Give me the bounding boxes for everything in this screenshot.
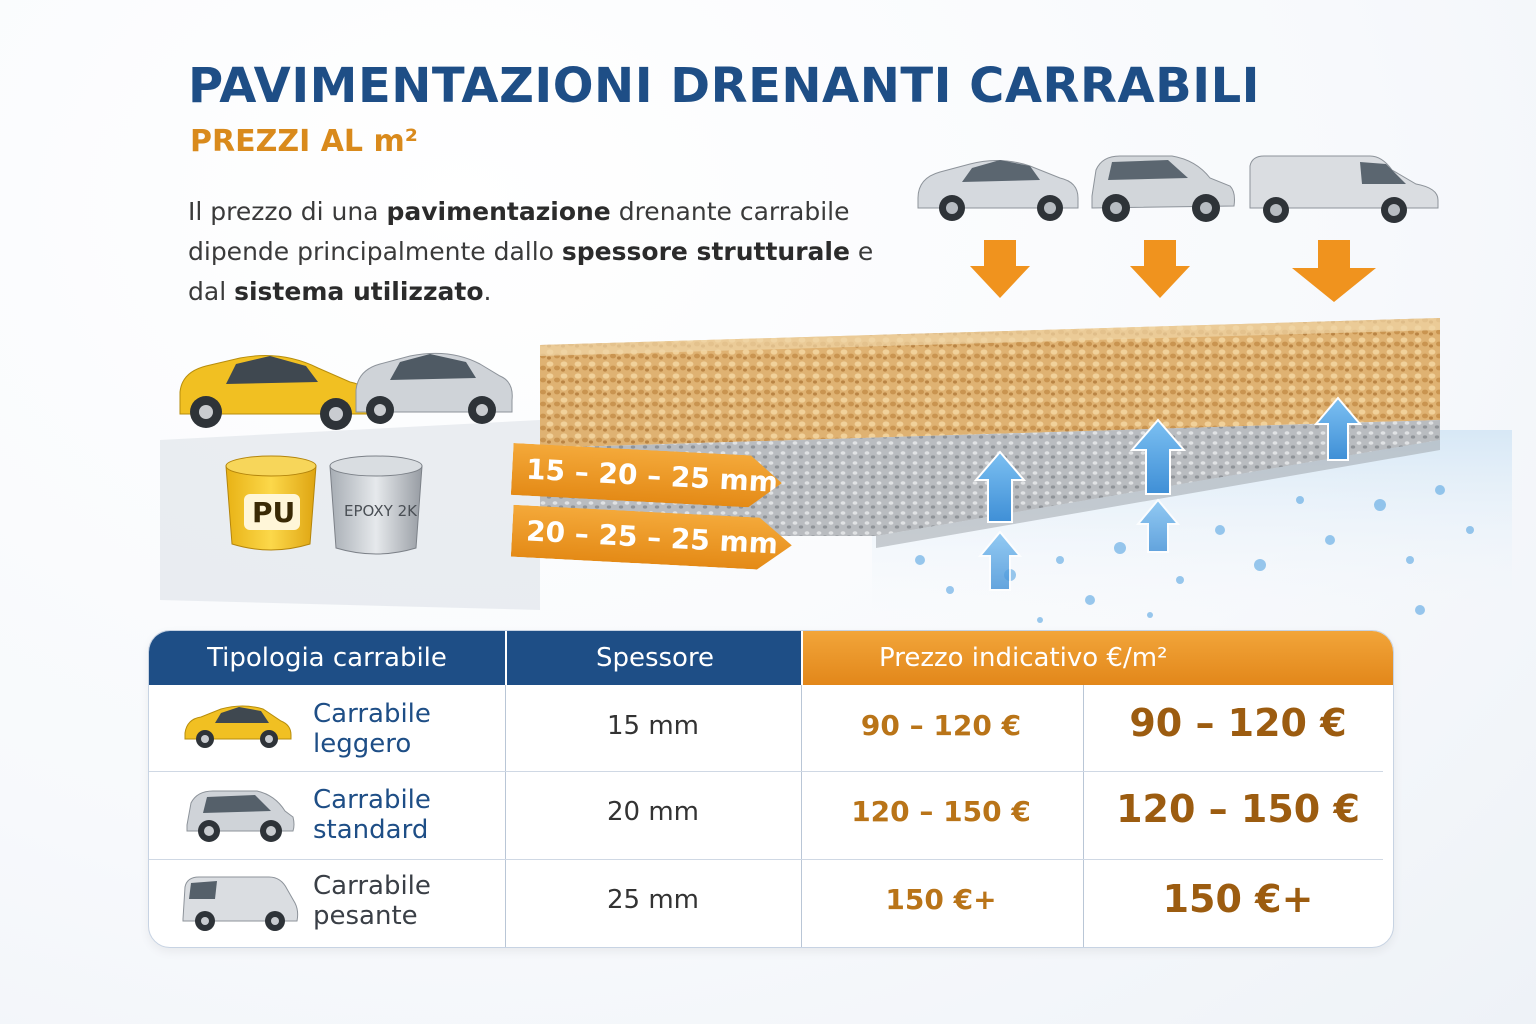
- up-arrow-icon: [1313, 396, 1363, 461]
- up-arrow-icon: [1135, 498, 1181, 553]
- intro-text: drenante carrabile dipende principalment…: [188, 197, 850, 266]
- van-icon: [182, 876, 299, 931]
- table-row: Carrabile pesante 25 mm 150 €+ 150 €+: [149, 859, 1393, 947]
- thickness-value: 20 mm: [606, 797, 699, 827]
- up-arrow-icon: [977, 530, 1023, 591]
- price-value: 150 €+: [885, 883, 997, 916]
- type-label: Carrabile leggero: [313, 699, 431, 759]
- header-spessore: Spessore: [505, 631, 803, 685]
- page-subtitle: PREZZI AL m²: [190, 124, 418, 159]
- header-tipologia: Tipologia carrabile: [149, 631, 505, 685]
- up-arrow-icon: [1129, 418, 1187, 495]
- header-prezzo: Prezzo indicativo €/m²: [801, 631, 1393, 685]
- suv-icon: [1091, 155, 1235, 222]
- column-divider: [1083, 685, 1084, 947]
- pavement-illustration: [160, 155, 1512, 623]
- table-row: Carrabile standard 20 mm 120 – 150 € 120…: [149, 771, 1393, 859]
- water-droplets: [915, 485, 1474, 623]
- down-arrow-icon: [1292, 240, 1376, 302]
- down-arrow-icon: [1130, 240, 1190, 298]
- epoxy-bucket-icon: [329, 455, 423, 555]
- price-value: 120 – 150 €: [851, 795, 1031, 828]
- price-value-large: 120 – 150 €: [1116, 787, 1360, 831]
- thickness-value: 15 mm: [606, 711, 699, 741]
- epoxy-bucket-label: EPOXY 2K: [344, 502, 417, 520]
- column-divider: [505, 685, 506, 947]
- price-value-large: 90 – 120 €: [1129, 701, 1347, 745]
- intro-bold-pavimentazione: pavimentazione: [386, 197, 611, 226]
- intro-bold-sistema: sistema utilizzato: [234, 277, 484, 306]
- page-title: PAVIMENTAZIONI DRENANTI CARRABILI: [188, 58, 1261, 114]
- column-divider: [801, 685, 802, 947]
- silver-car-icon: [355, 352, 513, 424]
- thickness-value: 25 mm: [606, 885, 699, 915]
- pu-bucket-label: PU: [252, 496, 296, 529]
- table-row: Carrabile leggero 15 mm 90 – 120 € 90 – …: [149, 685, 1393, 771]
- price-table: Tipologia carrabile Spessore Prezzo indi…: [148, 630, 1394, 948]
- yellow-car-icon: [179, 355, 373, 430]
- price-value-large: 150 €+: [1162, 877, 1314, 921]
- up-arrow-icon: [973, 450, 1027, 523]
- price-value: 90 – 120 €: [860, 709, 1022, 742]
- gravel-layer: [540, 318, 1440, 448]
- intro-text: Il prezzo di una: [188, 197, 387, 226]
- intro-bold-spessore: spessore strutturale: [561, 237, 850, 266]
- van-icon: [1249, 155, 1439, 223]
- hatchback-icon: [184, 705, 292, 748]
- load-arrows: [970, 240, 1376, 302]
- type-label: Carrabile pesante: [313, 871, 431, 931]
- sedan-icon: [917, 160, 1079, 221]
- intro-text: e dal: [188, 237, 874, 306]
- type-label: Carrabile standard: [313, 785, 431, 845]
- pu-bucket-icon: [225, 455, 317, 551]
- intro-paragraph: Il prezzo di una pavimentazione drenante…: [188, 192, 908, 312]
- row-divider: [149, 859, 1383, 860]
- intro-text: .: [483, 277, 492, 306]
- row-divider: [149, 771, 1383, 772]
- drainage-arrows: [973, 396, 1363, 591]
- table-header: Tipologia carrabile Spessore Prezzo indi…: [149, 631, 1393, 685]
- down-arrow-icon: [970, 240, 1030, 298]
- suv-icon: [186, 790, 295, 842]
